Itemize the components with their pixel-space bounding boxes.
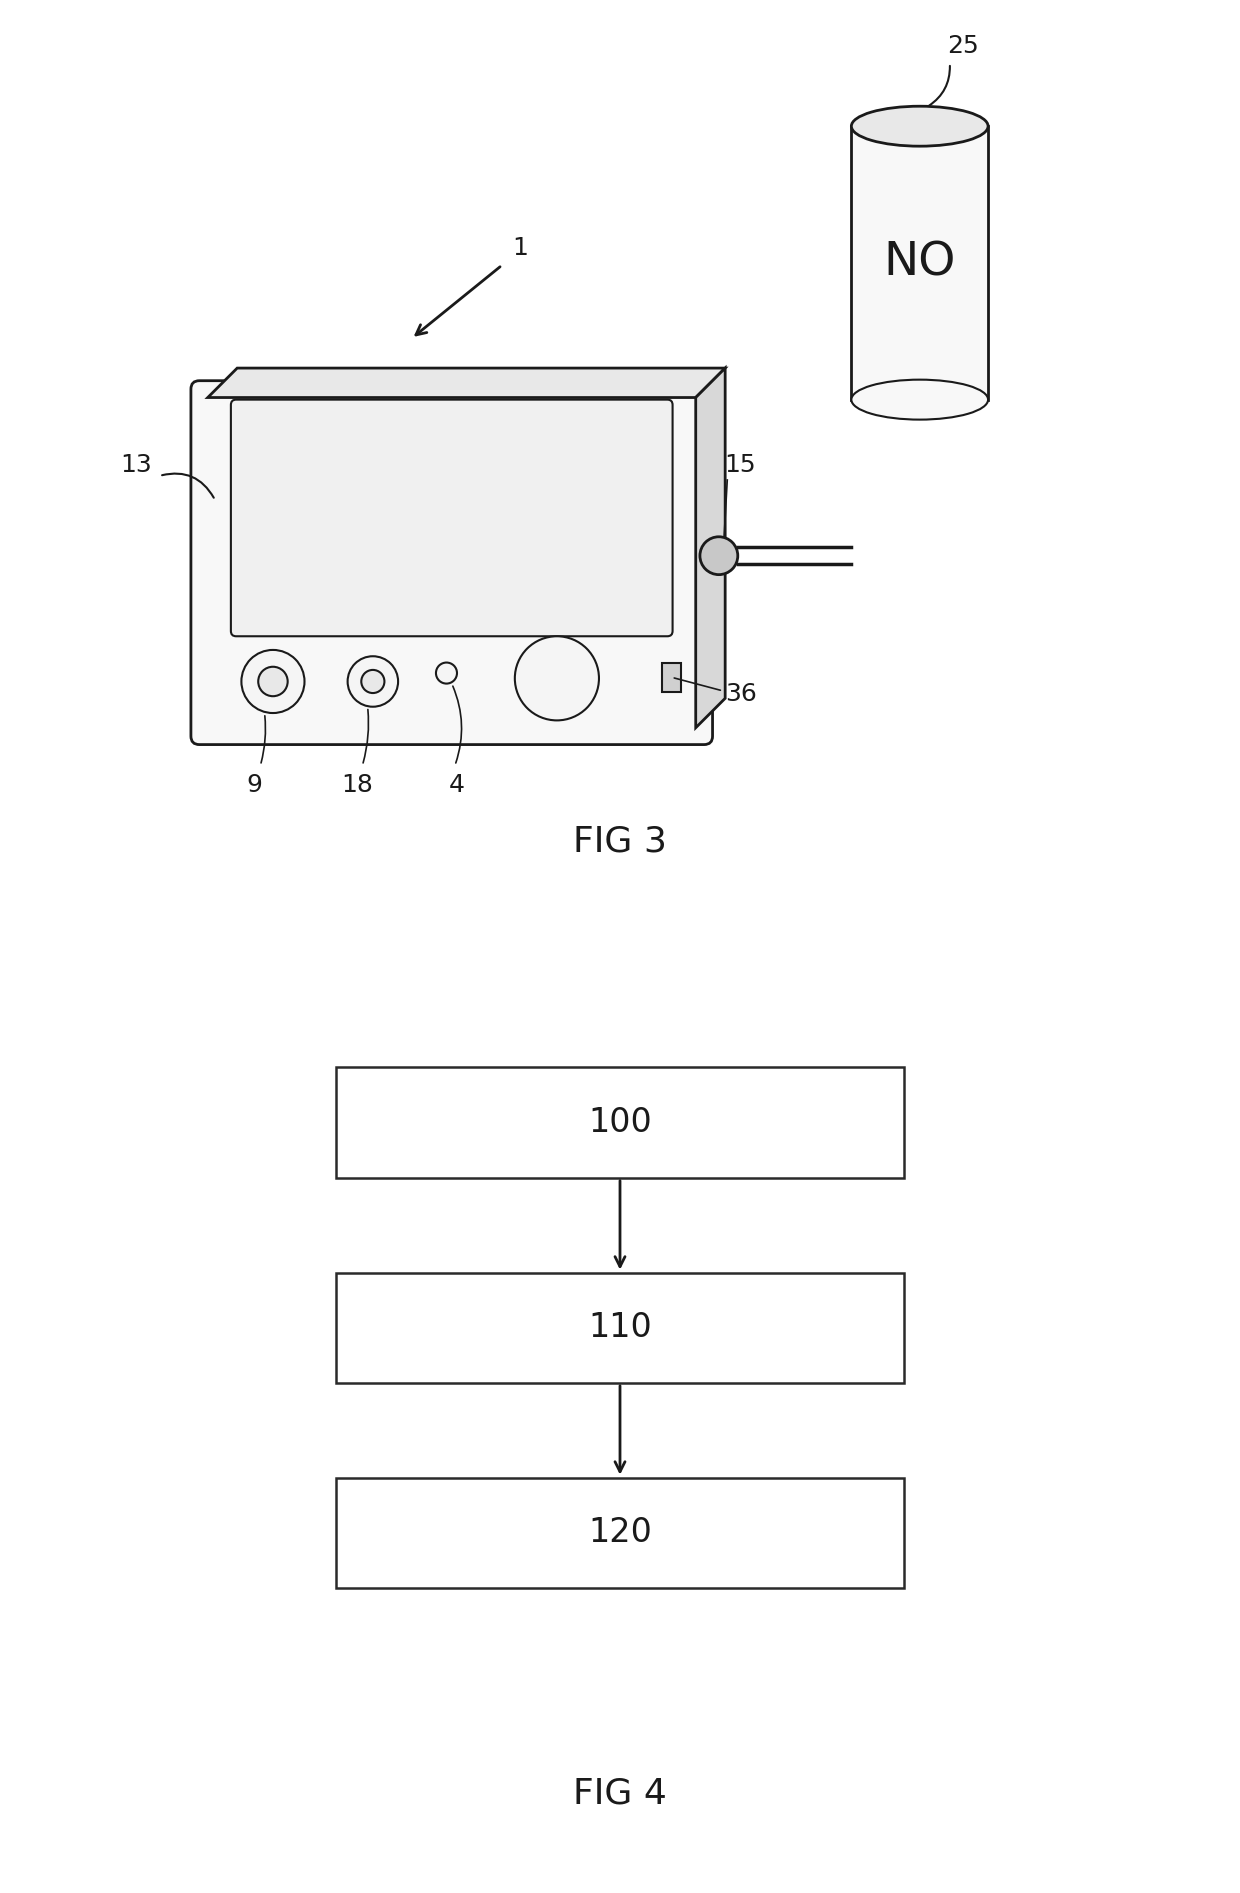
Bar (336, 1068, 904, 1177)
Text: 15: 15 (724, 452, 755, 477)
Polygon shape (208, 367, 725, 398)
Text: 18: 18 (341, 772, 373, 797)
Circle shape (436, 663, 458, 683)
Text: 9: 9 (246, 772, 262, 797)
Bar (662, 663, 681, 693)
Circle shape (347, 657, 398, 706)
Bar (336, 1272, 904, 1384)
Ellipse shape (852, 106, 988, 146)
Text: FIG 3: FIG 3 (573, 823, 667, 858)
FancyBboxPatch shape (191, 380, 713, 744)
Circle shape (242, 649, 305, 714)
Bar (852, 127, 988, 399)
Text: 4: 4 (449, 772, 465, 797)
Text: 110: 110 (588, 1312, 652, 1344)
Circle shape (361, 670, 384, 693)
Circle shape (515, 636, 599, 721)
Text: 1: 1 (512, 237, 528, 259)
Ellipse shape (852, 380, 988, 420)
Text: NO: NO (884, 240, 956, 286)
FancyBboxPatch shape (231, 399, 672, 636)
Bar (336, 1478, 904, 1588)
Text: 13: 13 (120, 454, 153, 477)
Text: 36: 36 (725, 681, 758, 706)
Text: 100: 100 (588, 1106, 652, 1140)
Text: 25: 25 (947, 34, 978, 59)
Text: 120: 120 (588, 1516, 652, 1548)
Polygon shape (696, 367, 725, 727)
Text: FIG 4: FIG 4 (573, 1776, 667, 1810)
Circle shape (699, 538, 738, 575)
Circle shape (258, 666, 288, 697)
